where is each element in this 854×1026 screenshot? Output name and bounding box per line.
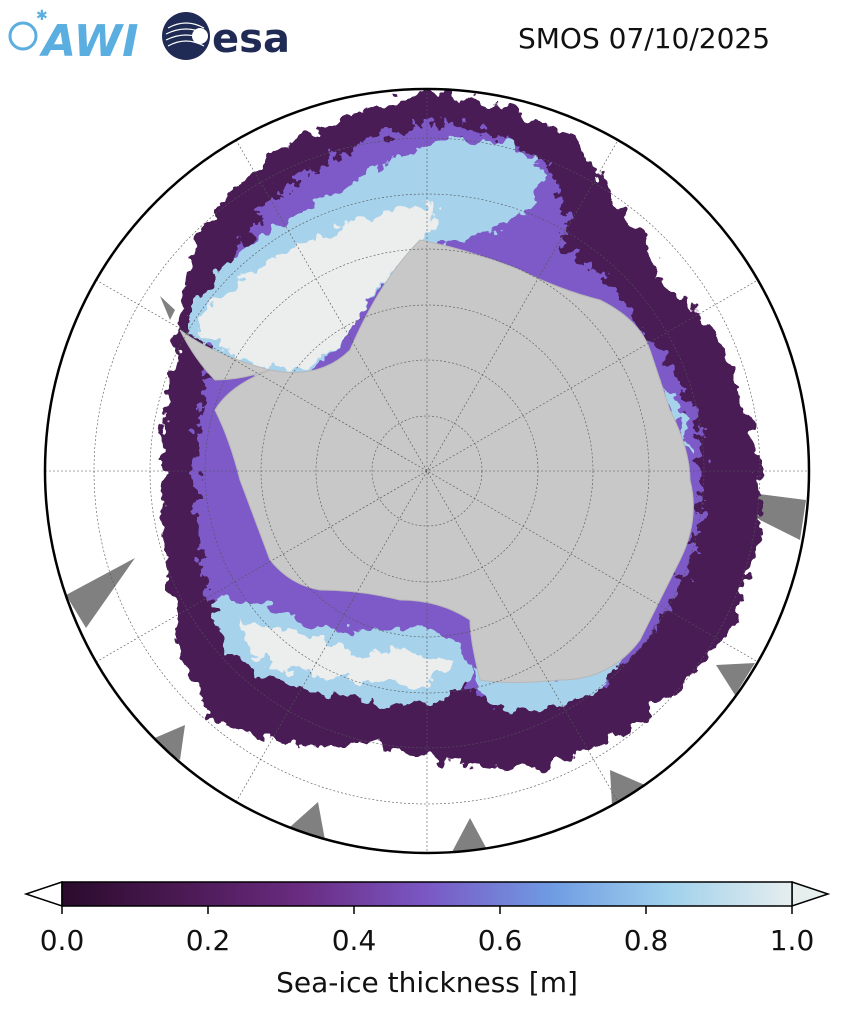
colorbar-gradient bbox=[61, 881, 793, 907]
awi-star-icon: ✱ bbox=[36, 8, 48, 24]
colorbar: 0.0 0.2 0.4 0.6 0.8 1.0 Sea-ice thickness [m] bbox=[23, 880, 831, 999]
esa-logo-text: esa bbox=[212, 16, 290, 62]
esa-logo: esa bbox=[162, 12, 290, 62]
graticule bbox=[45, 89, 809, 853]
colorbar-tick-label: 0.0 bbox=[40, 924, 85, 957]
colorbar-tick-label: 0.8 bbox=[624, 924, 669, 957]
page-title: SMOS 07/10/2025 bbox=[518, 22, 771, 55]
map-boundary bbox=[43, 87, 811, 855]
colorbar-tick-label: 0.6 bbox=[478, 924, 523, 957]
colorbar-label: Sea-ice thickness [m] bbox=[276, 966, 578, 999]
colorbar-max-extend bbox=[791, 880, 831, 908]
awi-logo: ✱ AWI bbox=[8, 8, 139, 66]
no-data-wedges bbox=[66, 296, 806, 853]
awi-logo-text: AWI bbox=[39, 16, 139, 66]
colorbar-tick-label: 0.2 bbox=[186, 924, 231, 957]
colorbar-min-extend bbox=[23, 880, 63, 908]
colorbar-tick-label: 1.0 bbox=[770, 924, 815, 957]
header-logos: ✱ AWI esa bbox=[8, 8, 290, 66]
antarctica-land bbox=[179, 239, 694, 683]
colorbar-ticks: 0.0 0.2 0.4 0.6 0.8 1.0 bbox=[40, 906, 815, 957]
thick-ice-zone bbox=[190, 135, 690, 710]
colorbar-tick-label: 0.4 bbox=[332, 924, 377, 957]
sea-ice-map bbox=[43, 87, 811, 855]
